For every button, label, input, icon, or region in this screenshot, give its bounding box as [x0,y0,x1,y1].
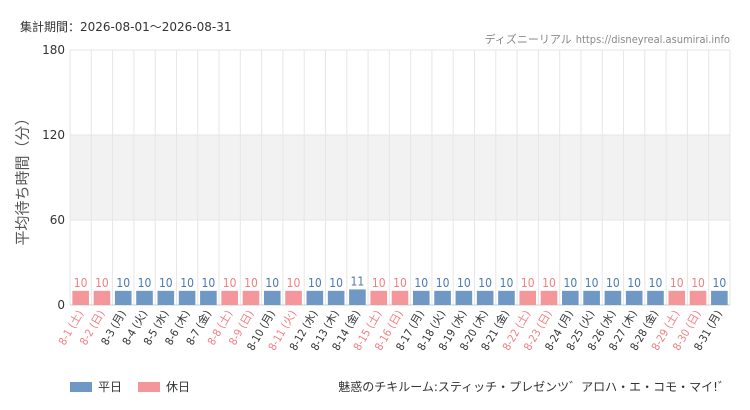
bar [242,290,260,305]
bar [391,290,409,305]
site-credit: ディズニーリアル https://disneyreal.asumirai.info [485,31,730,47]
site-name: ディズニーリアル [484,33,572,46]
y-tick-label: 120 [42,128,65,142]
band-layer [70,135,730,220]
legend-weekday-label: 平日 [98,380,123,394]
bar [540,290,558,305]
bar [136,290,153,305]
period-label: 集計期間：2026-08-01～2026-08-31 [20,20,232,34]
bar-layer [72,289,728,305]
x-tick-layer: 8-1 (土)8-2 (日)8-3 (月)8-4 (火)8-5 (水)8-6 (… [56,307,725,353]
bar [349,289,366,305]
bar-value-label: 10 [563,276,577,290]
site-url: https://disneyreal.asumirai.info [575,33,730,46]
bar-value-label: 10 [116,276,130,290]
bar-value-label: 10 [627,276,641,290]
bar-value-label: 10 [542,276,556,290]
bar [647,290,664,305]
bar [285,290,302,305]
value-label-layer: 10 10 10 10 10 10 10 10 10 10 10 10 10 11 10 10 10 10 10 10… [74,274,727,289]
bar-value-label: 10 [521,276,535,290]
bar [519,290,537,305]
bar-value-label: 10 [265,276,279,290]
bar [412,290,430,305]
weekday-swatch [70,381,92,392]
bar-value-label: 10 [500,276,514,290]
bar-value-label: 10 [202,276,216,290]
bar-value-label: 10 [457,276,471,290]
y-tick-label: 60 [50,213,65,227]
shaded-band [70,135,730,220]
legend-holiday-label: 休日 [166,380,191,394]
bar-value-label: 10 [223,276,237,290]
bar-value-label: 10 [414,276,428,290]
bar [221,290,238,305]
bar-value-label: 10 [670,276,684,290]
bar-value-label: 10 [180,276,194,290]
holiday-swatch [138,381,161,392]
y-tick-label: 0 [57,298,65,312]
bar [72,290,89,305]
bar-value-label: 10 [74,276,88,290]
bar [689,290,707,305]
bar [668,290,686,305]
bar-value-label: 10 [287,276,301,290]
bar-value-label: 10 [308,276,322,290]
bar-value-label: 10 [436,276,450,290]
bar-value-label: 10 [393,276,407,290]
y-tick-layer: 0 60 120 180 [42,43,65,312]
bar-value-label: 10 [585,276,599,290]
bar [455,290,473,305]
bar-value-label: 10 [244,276,258,290]
bar [604,290,622,305]
bar [93,290,111,305]
bar-value-label: 10 [712,276,726,290]
bar [498,290,515,305]
bar [200,290,217,305]
bar-value-label: 10 [691,276,705,290]
legend-item-weekday: 平日 [70,378,122,395]
bar [711,290,728,305]
bar [434,290,451,305]
bar [562,290,579,305]
bar [306,290,324,305]
bar-value-label: 11 [351,274,365,288]
bar [263,290,281,305]
bar-value-label: 10 [372,276,386,290]
bar-value-label: 10 [138,276,152,290]
bar [370,290,388,305]
bar-value-label: 10 [329,276,343,290]
bar [114,290,132,305]
attraction-title: 魅惑のチキルーム:スティッチ・プレゼンツ゛アロハ・エ・コモ・マイ!゛ [338,380,730,394]
bar-value-label: 10 [649,276,663,290]
bar-value-label: 10 [606,276,620,290]
y-tick-label: 180 [42,43,65,57]
bar [157,290,175,305]
legend: 平日 休日 [70,378,206,395]
bar [476,290,494,305]
bar-value-label: 10 [95,276,109,290]
legend-item-holiday: 休日 [138,378,190,395]
bar-value-label: 10 [159,276,173,290]
bar [625,290,643,305]
bar [178,290,196,305]
bar-value-label: 10 [478,276,492,290]
bar [327,290,345,305]
bar [583,290,600,305]
